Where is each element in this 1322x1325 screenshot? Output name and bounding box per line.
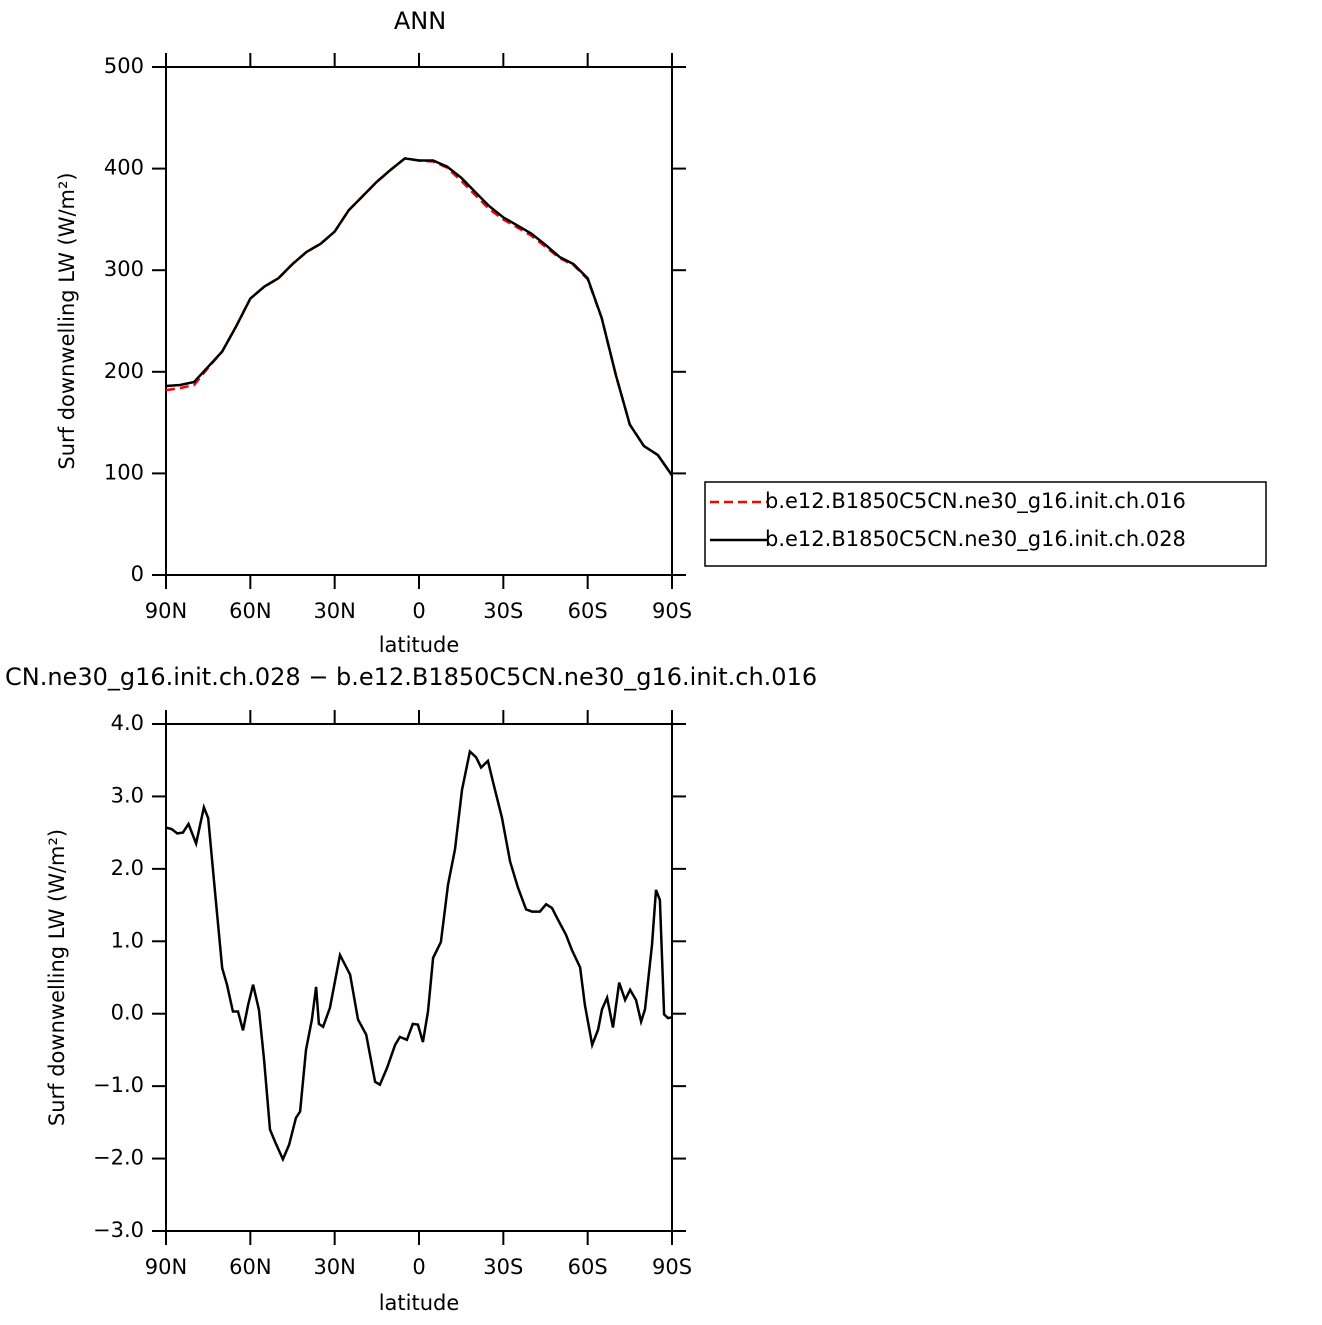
x-tick-label: 90S [652,1255,692,1279]
data-line [165,157,674,477]
legend-box [704,481,1267,567]
x-tick-label: 30S [483,1255,523,1279]
chart-title: ANN [394,7,446,35]
y-tick-label: 100 [104,460,144,484]
x-tick-label: 0 [412,1255,425,1279]
x-tick-label: 30N [313,1255,355,1279]
chart-title: CN.ne30_g16.init.ch.028 − b.e12.B1850C5C… [5,663,817,691]
y-tick-label: 200 [104,359,144,383]
y-tick-label: 1.0 [111,928,144,952]
x-tick-label: 60S [568,599,608,623]
y-tick-label: 4.0 [111,711,144,735]
legend-label: b.e12.B1850C5CN.ne30_g16.init.ch.016 [765,489,1186,514]
data-line [165,749,673,1163]
y-tick-label: 300 [104,257,144,281]
x-tick-label: 90N [145,599,187,623]
y-tick-label: 500 [104,54,144,78]
y-axis-label: Surf downwelling LW (W/m²) [45,829,69,1126]
y-tick-label: −2.0 [93,1146,144,1170]
x-tick-label: 30N [313,599,355,623]
x-tick-label: 60S [568,1255,608,1279]
x-tick-label: 60N [229,599,271,623]
x-tick-label: 90S [652,599,692,623]
x-tick-label: 30S [483,599,523,623]
legend-label: b.e12.B1850C5CN.ne30_g16.init.ch.028 [765,527,1186,552]
plot-frame [165,66,673,576]
y-tick-label: 2.0 [111,856,144,880]
y-tick-label: 0 [131,562,144,586]
x-axis-label: latitude [379,1291,460,1315]
y-tick-label: 400 [104,156,144,180]
y-tick-label: 3.0 [111,783,144,807]
x-tick-label: 90N [145,1255,187,1279]
x-tick-label: 0 [412,599,425,623]
y-tick-label: −3.0 [93,1218,144,1242]
y-axis-label: Surf downwelling LW (W/m²) [55,172,79,469]
x-axis-label: latitude [379,633,460,657]
x-tick-label: 60N [229,1255,271,1279]
plot-frame [165,723,673,1232]
y-tick-label: 0.0 [111,1001,144,1025]
y-tick-label: −1.0 [93,1073,144,1097]
